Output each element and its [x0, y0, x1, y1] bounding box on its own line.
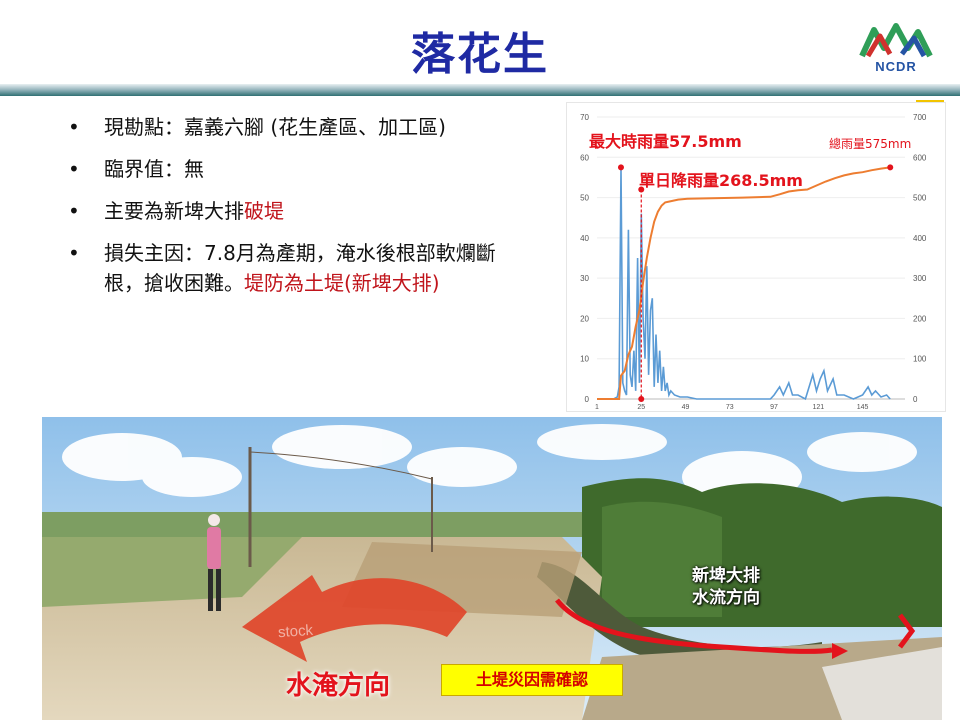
clouds — [62, 424, 917, 503]
y-left-tick-label: 70 — [580, 113, 589, 122]
header-divider — [0, 84, 960, 96]
y-left-tick-label: 60 — [580, 153, 589, 162]
bullet-list: • 現勘點：嘉義六腳 (花生產區、加工區) • 臨界值：無 • 主要為新埤大排破堤 • 損失主… — [62, 112, 532, 310]
y-left-tick-label: 40 — [580, 234, 589, 243]
flow-chevron-icon — [898, 613, 916, 649]
bullet-dot-icon: • — [68, 157, 80, 181]
y-left-tick-label: 20 — [580, 314, 589, 323]
mountain-logo-icon — [859, 23, 933, 58]
flood-direction-label: 水淹方向 — [286, 671, 391, 701]
bullet-dot-icon: • — [68, 199, 80, 223]
bullet-text: 現勘點：嘉義六腳 (花生產區、加工區) — [104, 115, 446, 139]
x-tick-label: 121 — [812, 404, 824, 411]
flood-direction-arrow — [242, 575, 467, 662]
slide-header: 落花生 NCDR — [0, 0, 960, 98]
y-right-tick-label: 500 — [913, 194, 927, 203]
flow-direction-label: 新埤大排 水流方向 — [692, 566, 760, 608]
y-left-tick-label: 0 — [585, 395, 590, 404]
bullet-item: • 臨界值：無 — [62, 154, 532, 184]
y-right-tick-label: 200 — [913, 314, 927, 323]
logo-text: NCDR — [875, 59, 917, 74]
hourly-rain-series — [597, 167, 891, 401]
y-right-tick-label: 600 — [913, 153, 927, 162]
bullet-text: 臨界值：無 — [104, 157, 204, 181]
x-tick-label: 49 — [682, 404, 690, 411]
x-tick-label: 1 — [595, 404, 599, 411]
data-marker-point — [617, 164, 624, 171]
rainfall-chart: 0 10 20 30 40 50 60 70 0 100 200 300 400 500 600 700 1 25… — [566, 102, 946, 412]
y-left-tick-label: 30 — [580, 274, 589, 283]
daily-rain-annotation: 單日降雨量268.5mm — [639, 171, 803, 190]
slide-title: 落花生 — [411, 29, 549, 80]
bullet-text: 主要為新埤大排 — [104, 199, 244, 223]
person-figure — [207, 514, 221, 611]
bullet-text: 損失主因：7.8月為產期，淹水後根部軟爛斷根，搶收困難。 — [104, 241, 496, 295]
y-right-tick-label: 400 — [913, 234, 927, 243]
x-tick-label: 25 — [637, 404, 645, 411]
y-right-tick-label: 300 — [913, 274, 927, 283]
bullet-dot-icon: • — [68, 241, 80, 265]
data-marker-point — [638, 186, 645, 193]
data-marker-point — [887, 164, 894, 171]
panorama-illustration — [42, 417, 942, 720]
logo-accent-bar — [916, 100, 944, 103]
stock-watermark: stock — [277, 621, 314, 642]
x-tick-label: 145 — [857, 404, 869, 411]
bullet-dot-icon: • — [68, 115, 80, 139]
bullet-emphasis-text: 破堤 — [244, 199, 284, 223]
total-rain-annotation: 總雨量575mm — [829, 136, 911, 151]
bullet-item: • 主要為新埤大排破堤 — [62, 196, 532, 226]
flow-direction-curve — [555, 598, 833, 654]
ncdr-logo: NCDR — [858, 20, 934, 74]
site-photo: stock 新埤大排 水流方向 水淹方向 土堤災因需確認 — [42, 417, 942, 720]
data-marker-point — [638, 396, 645, 402]
y-right-tick-label: 0 — [913, 395, 918, 404]
y-right-tick-label: 100 — [913, 355, 927, 364]
x-tick-label: 97 — [770, 404, 778, 411]
bullet-item: • 現勘點：嘉義六腳 (花生產區、加工區) — [62, 112, 532, 142]
y-left-tick-label: 50 — [580, 194, 589, 203]
max-hourly-annotation: 最大時雨量57.5mm — [589, 132, 742, 151]
x-tick-label: 73 — [726, 404, 734, 411]
y-right-tick-label: 700 — [913, 113, 927, 122]
bullet-item: • 損失主因：7.8月為產期，淹水後根部軟爛斷根，搶收困難。堤防為土堤(新埤大排) — [62, 238, 532, 298]
bullet-emphasis-text: 堤防為土堤(新埤大排) — [244, 271, 440, 295]
cumulative-rain-series — [597, 166, 891, 400]
y-left-tick-label: 10 — [580, 355, 589, 364]
confirm-note-badge: 土堤災因需確認 — [441, 664, 623, 696]
